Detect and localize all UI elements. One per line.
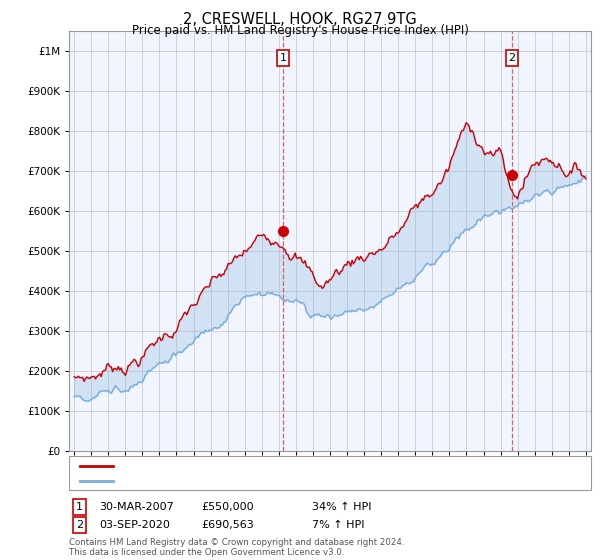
Text: 34% ↑ HPI: 34% ↑ HPI bbox=[312, 502, 371, 512]
Text: 2: 2 bbox=[508, 53, 515, 63]
Text: 2, CRESWELL, HOOK, RG27 9TG: 2, CRESWELL, HOOK, RG27 9TG bbox=[183, 12, 417, 27]
Text: Price paid vs. HM Land Registry's House Price Index (HPI): Price paid vs. HM Land Registry's House … bbox=[131, 24, 469, 36]
Text: 30-MAR-2007: 30-MAR-2007 bbox=[99, 502, 174, 512]
Text: £690,563: £690,563 bbox=[201, 520, 254, 530]
Text: 7% ↑ HPI: 7% ↑ HPI bbox=[312, 520, 365, 530]
Text: 03-SEP-2020: 03-SEP-2020 bbox=[99, 520, 170, 530]
Text: 1: 1 bbox=[76, 502, 83, 512]
Text: Contains HM Land Registry data © Crown copyright and database right 2024.
This d: Contains HM Land Registry data © Crown c… bbox=[69, 538, 404, 557]
Text: 2, CRESWELL, HOOK, RG27 9TG (detached house): 2, CRESWELL, HOOK, RG27 9TG (detached ho… bbox=[120, 461, 400, 471]
Text: £550,000: £550,000 bbox=[201, 502, 254, 512]
Text: 1: 1 bbox=[280, 53, 287, 63]
Text: HPI: Average price, detached house, Hart: HPI: Average price, detached house, Hart bbox=[120, 476, 350, 486]
Text: 2: 2 bbox=[76, 520, 83, 530]
